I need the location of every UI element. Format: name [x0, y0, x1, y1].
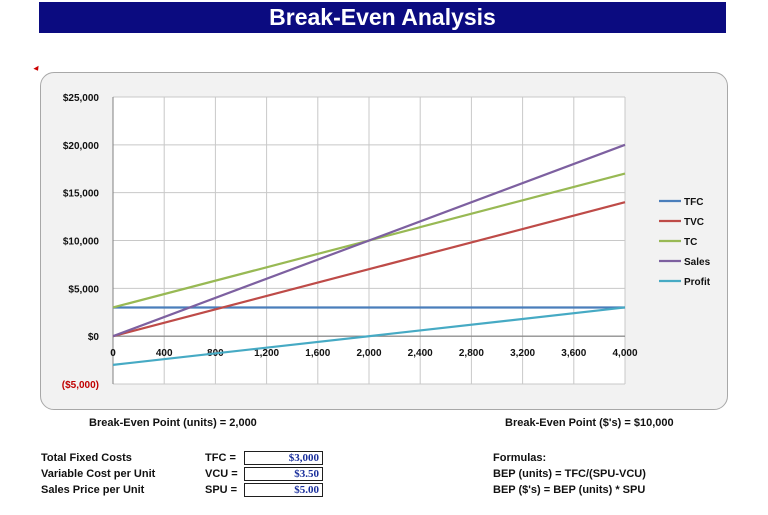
- y-tick-label: $15,000: [63, 189, 100, 200]
- x-tick-label: 1,600: [305, 348, 330, 359]
- y-tick-label: $0: [88, 332, 100, 343]
- input-abbr-spu: SPU =: [205, 484, 238, 496]
- page-title: Break-Even Analysis: [39, 2, 726, 33]
- bep-units-label: Break-Even Point (units) = 2,000: [89, 417, 257, 429]
- spu-value-field[interactable]: $5.00: [244, 483, 323, 497]
- tfc-value-field[interactable]: $3,000: [244, 451, 323, 465]
- series-line-sales: [112, 143, 626, 338]
- x-tick-label: 0: [110, 348, 116, 359]
- formulas-heading: Formulas:: [493, 452, 547, 464]
- series-line-profit: [112, 306, 626, 366]
- legend-label-sales: Sales: [684, 257, 711, 268]
- x-tick-label: 400: [156, 348, 173, 359]
- y-tick-label: $25,000: [63, 93, 100, 104]
- input-label-vcu: Variable Cost per Unit: [41, 468, 156, 480]
- input-abbr-vcu: VCU =: [205, 468, 238, 480]
- bep-dollars-label: Break-Even Point ($'s) = $10,000: [505, 417, 674, 429]
- input-label-spu: Sales Price per Unit: [41, 484, 145, 496]
- vcu-value-field[interactable]: $3.50: [244, 467, 323, 481]
- formula-bep-units: BEP (units) = TFC/(SPU-VCU): [493, 468, 646, 480]
- y-tick-label: $20,000: [63, 141, 100, 152]
- formula-bep-dollars: BEP ($'s) = BEP (units) * SPU: [493, 484, 646, 496]
- input-label-tfc: Total Fixed Costs: [41, 452, 132, 464]
- x-tick-label: 4,000: [612, 348, 637, 359]
- legend-label-profit: Profit: [684, 277, 711, 288]
- x-tick-label: 1,200: [254, 348, 279, 359]
- legend-label-tfc: TFC: [684, 197, 703, 208]
- x-tick-label: 3,600: [561, 348, 586, 359]
- legend-label-tvc: TVC: [684, 217, 704, 228]
- y-tick-label: $10,000: [63, 237, 100, 248]
- x-tick-label: 3,200: [510, 348, 535, 359]
- x-tick-label: 2,000: [356, 348, 381, 359]
- input-abbr-tfc: TFC =: [205, 452, 236, 464]
- y-tick-label: $5,000: [68, 284, 99, 295]
- x-tick-label: 2,400: [408, 348, 433, 359]
- legend-label-tc: TC: [684, 237, 697, 248]
- x-tick-label: 2,800: [459, 348, 484, 359]
- y-tick-label: ($5,000): [62, 380, 99, 391]
- series-line-tvc: [112, 201, 626, 338]
